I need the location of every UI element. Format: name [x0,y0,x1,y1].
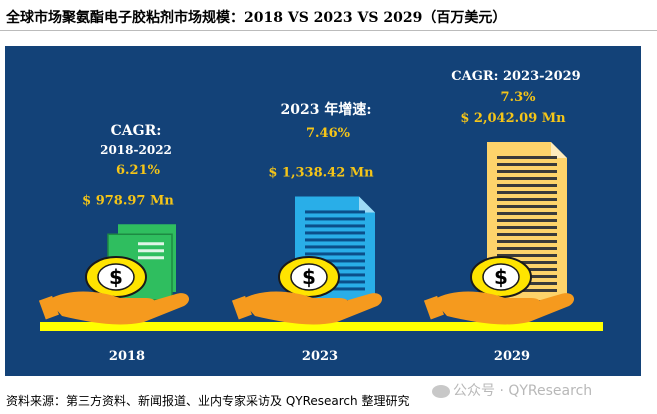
title-divider [0,30,657,31]
category-label-2023: 2023 [302,349,338,364]
bar-2018: $ [38,224,190,325]
document-line [305,245,365,249]
watermark-text: 公众号 · QYResearch [453,383,593,399]
document-line [305,238,365,242]
document-line [138,249,164,253]
coin-inner [290,263,328,291]
document-line [497,205,557,208]
coin-inner [482,263,520,291]
document-line [138,256,164,260]
document-line [305,231,365,235]
document-line [497,289,557,292]
growth-2023-value: 7.46% [306,126,351,141]
hand-cuff [38,295,59,320]
document-line [497,219,557,222]
category-label-2018: 2018 [109,349,145,364]
cagr-2029-heading: CAGR: 2023-2029 [451,69,580,84]
document-line [305,252,365,256]
dollar-sign: $ [109,265,123,289]
dollar-sign: $ [302,265,316,289]
data-label-2029: $ 2,042.09 Mn [460,111,566,126]
growth-2023-heading: 2023 年增速: [280,101,371,118]
bar-2023: $ [231,196,383,325]
document-line [305,224,365,228]
cagr-2018-period: 2018-2022 [100,143,172,157]
source-note: 资料来源：第三方资料、新闻报道、业内专家采访及 QYResearch 整理研究 [6,394,410,408]
document-line [305,210,365,214]
document-line [305,217,365,221]
data-label-2023: $ 1,338.42 Mn [268,165,374,180]
document-line [497,261,557,264]
hand-icon [433,291,575,325]
document-line [497,163,557,166]
coin-inner [97,263,135,291]
bar-2029: $ [423,142,575,325]
page-title: 全球市场聚氨酯电子胶粘剂市场规模：2018 VS 2023 VS 2029（百万… [6,10,507,26]
hand-icon [241,291,383,325]
cagr-2018-value: 6.21% [116,163,161,178]
document-line [305,287,365,291]
document-fold [551,142,567,158]
document-line [497,191,557,194]
cagr-2018-heading: CAGR: [111,123,162,139]
wechat-icon [432,384,450,398]
dollar-sign: $ [494,265,508,289]
hand-cuff [231,295,252,320]
document-line [497,156,557,159]
document-line [497,226,557,229]
document-line [497,254,557,257]
document-line [497,212,557,215]
document-line [305,259,365,263]
baseline-bar [40,322,603,331]
document-line [497,184,557,187]
hand-cuff [423,295,444,320]
document-line [497,198,557,201]
document-fold [359,196,375,213]
document-line [497,233,557,236]
watermark: 公众号 · QYResearch [432,380,592,400]
cagr-2029-value: 7.3% [501,90,537,105]
document-line [497,240,557,243]
document-line [138,242,164,246]
document-line [497,247,557,250]
category-label-2029: 2029 [494,349,530,364]
document-line [497,177,557,180]
data-label-2018: $ 978.97 Mn [82,193,174,208]
hand-icon [48,291,190,325]
document-line [497,170,557,173]
